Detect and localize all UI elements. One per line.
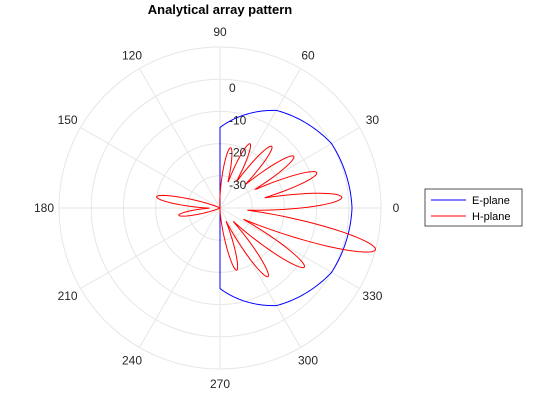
r-tick-label: -20	[229, 146, 247, 160]
grid-spoke	[219, 207, 360, 289]
theta-tick-label: 0	[393, 201, 400, 215]
legend: E-plane H-plane	[424, 188, 523, 227]
grid-spoke	[219, 207, 301, 348]
grid-spoke	[139, 207, 221, 348]
theta-tick-label: 210	[58, 289, 78, 303]
theta-tick-label: 120	[122, 49, 142, 63]
theta-tick-label: 270	[210, 377, 230, 391]
grid-spoke	[219, 68, 301, 209]
r-tick-label: -10	[229, 113, 247, 127]
theta-tick-label: 300	[298, 353, 318, 367]
legend-box	[424, 188, 523, 227]
theta-tick-label: 150	[58, 113, 78, 127]
theta-tick-label: 30	[366, 113, 380, 127]
theta-tick-label: 60	[301, 49, 315, 63]
series-e-plane	[219, 109, 353, 307]
theta-tick-label: 240	[122, 353, 142, 367]
grid-spoke	[139, 68, 221, 209]
theta-tick-label: 180	[34, 201, 54, 215]
r-tick-label: 0	[229, 81, 236, 95]
legend-label-h-plane: H-plane	[472, 211, 511, 223]
r-tick-label: -30	[229, 178, 247, 192]
series-layer	[156, 109, 377, 307]
grid-spoke	[219, 127, 360, 209]
series-h-plane	[156, 143, 377, 278]
legend-label-e-plane: E-plane	[472, 195, 510, 207]
chart-title: Analytical array pattern	[148, 2, 293, 17]
theta-tick-label: 330	[362, 289, 382, 303]
grid-spoke	[80, 127, 221, 209]
theta-tick-label: 90	[213, 25, 227, 39]
axis-labels: 0 30 60 90 120 150 180 210 240 270 300 330 -30 -20 -10…	[34, 25, 400, 391]
grid-spoke	[80, 207, 221, 289]
